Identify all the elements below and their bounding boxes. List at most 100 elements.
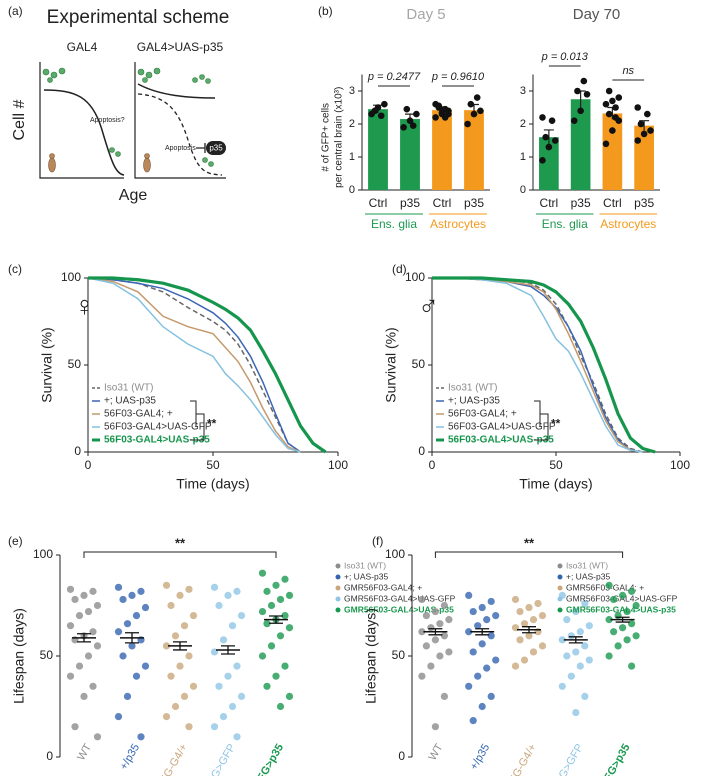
data-point <box>538 642 547 650</box>
significance-bracket <box>83 551 277 558</box>
data-point <box>377 112 385 120</box>
scheme-curve <box>137 83 216 99</box>
data-point <box>542 133 549 141</box>
data-point <box>610 628 618 636</box>
scheme-ylabel: Cell # <box>11 99 28 140</box>
bar <box>539 137 559 190</box>
data-point <box>572 708 580 717</box>
legend-label: 56F03-GAL4; + <box>104 409 173 420</box>
scheme-note: Apoptosis? <box>90 117 125 124</box>
legend-label: 56F03-GAL4>UAS-p35 <box>104 435 210 446</box>
legend-label: +; UAS-p35 <box>344 571 388 581</box>
data-point <box>215 601 223 610</box>
data-point <box>487 632 495 640</box>
y-tick-label: 1 <box>520 151 526 163</box>
data-point <box>440 601 448 610</box>
data-point <box>602 140 610 148</box>
data-point <box>276 632 285 640</box>
scheme-panel: (a) Experimental scheme GAL4 GAL4>UAS-p3… <box>8 4 229 204</box>
data-point <box>285 624 294 632</box>
group-label: Astrocytes <box>430 217 486 231</box>
annotation: ** <box>175 535 186 550</box>
data-point <box>516 636 524 644</box>
data-point <box>538 612 547 620</box>
data-point <box>123 620 132 628</box>
legend-label: Iso31 (WT) <box>448 383 497 394</box>
data-point <box>605 110 613 118</box>
data-point <box>89 682 97 690</box>
y-tick-label: 2 <box>349 118 355 130</box>
data-point <box>581 642 589 650</box>
data-point <box>623 636 631 644</box>
bar <box>602 113 623 190</box>
data-point <box>432 114 439 121</box>
data-point <box>189 612 198 620</box>
data-point <box>492 656 500 664</box>
data-point <box>431 607 439 616</box>
data-point <box>409 122 417 129</box>
data-point <box>263 587 271 595</box>
panel-label: (f) <box>372 534 383 548</box>
data-point <box>605 87 613 95</box>
annotation: p = 0.9610 <box>431 71 485 83</box>
data-point <box>637 120 645 128</box>
data-point <box>180 622 189 630</box>
data-point <box>224 672 232 680</box>
y-axis-label: Survival (%) <box>383 327 399 402</box>
data-point <box>539 114 546 121</box>
data-point <box>440 692 448 701</box>
data-point <box>474 672 482 680</box>
y-tick-label: 0 <box>46 749 53 763</box>
data-point <box>516 607 524 616</box>
y-tick-label: 0 <box>349 184 355 196</box>
data-point <box>612 104 619 111</box>
legend-label: 56F03-GAL4>UAS-GFP <box>104 422 212 433</box>
data-point <box>137 733 145 741</box>
data-point <box>623 607 631 616</box>
data-point <box>258 652 267 660</box>
annotation: ns <box>622 65 634 77</box>
data-point <box>628 587 636 595</box>
data-point <box>84 607 93 616</box>
legend-swatch <box>557 596 563 602</box>
sex-symbol: ♂ <box>418 290 439 321</box>
y-tick-label: 50 <box>392 648 406 662</box>
data-point <box>583 91 591 98</box>
data-point <box>285 591 294 600</box>
data-point <box>634 137 642 144</box>
data-point <box>400 124 407 131</box>
scheme-left-title: GAL4 <box>67 40 98 54</box>
data-point <box>605 652 613 660</box>
panel-label: (c) <box>8 262 22 276</box>
legend-swatch <box>335 574 341 580</box>
data-point <box>436 620 444 628</box>
error-bar <box>269 615 283 624</box>
data-point <box>467 100 475 108</box>
x-tick-label: WT <box>427 742 446 763</box>
significance-bracket <box>190 400 205 441</box>
data-point <box>525 603 533 612</box>
data-point <box>263 620 271 628</box>
data-point <box>176 591 184 600</box>
legend-swatch <box>335 596 341 602</box>
data-point <box>84 652 93 660</box>
data-point <box>574 87 581 95</box>
data-point <box>132 672 141 680</box>
scheme-xlabel: Age <box>119 187 148 204</box>
data-point <box>128 591 136 600</box>
data-point <box>281 662 289 670</box>
y-axis-label: per central brain (x10³) <box>334 87 345 188</box>
y-tick-label: 0 <box>520 184 526 196</box>
data-point <box>612 114 619 121</box>
data-point <box>162 713 171 721</box>
data-point <box>431 636 439 644</box>
error-bar <box>568 636 583 644</box>
data-point <box>483 616 491 624</box>
scheme-right-title: GAL4>UAS-p35 <box>137 40 224 54</box>
data-point <box>558 682 566 690</box>
data-point <box>123 692 132 701</box>
y-tick-label: 0 <box>74 444 81 458</box>
legend-label: Iso31 (WT) <box>104 383 153 394</box>
data-point <box>477 107 484 115</box>
data-point <box>71 595 79 604</box>
